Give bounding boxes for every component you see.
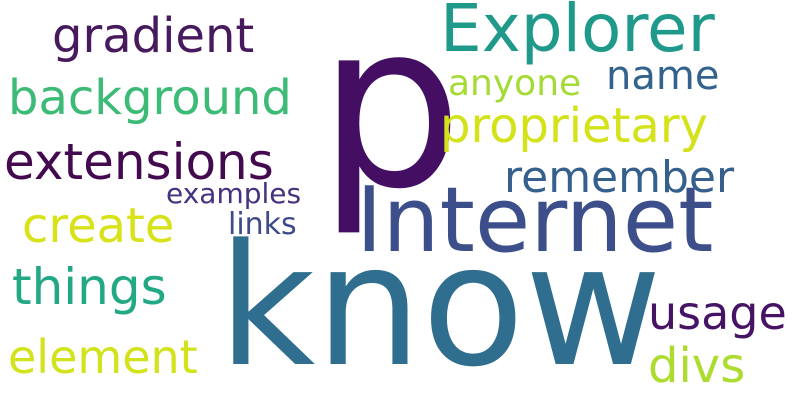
word-explorer: Explorer [440, 0, 715, 67]
word-anyone: anyone [448, 63, 582, 104]
word-links: links [228, 207, 297, 242]
word-name: name [606, 53, 720, 99]
word-usage: usage [648, 286, 787, 340]
word-examples: examples [166, 177, 302, 210]
word-proprietary: proprietary [440, 98, 708, 154]
word-gradient: gradient [52, 8, 255, 64]
word-know: know [218, 208, 662, 400]
word-p: p [318, 0, 463, 239]
word-things: things [12, 258, 167, 316]
word-element: element [8, 330, 198, 384]
word-create: create [22, 198, 175, 254]
word-extensions: extensions [4, 133, 274, 191]
word-divs: divs [648, 338, 746, 394]
word-internet: Internet [356, 168, 714, 273]
word-remember: remember [504, 152, 735, 203]
word-background: background [8, 70, 292, 126]
